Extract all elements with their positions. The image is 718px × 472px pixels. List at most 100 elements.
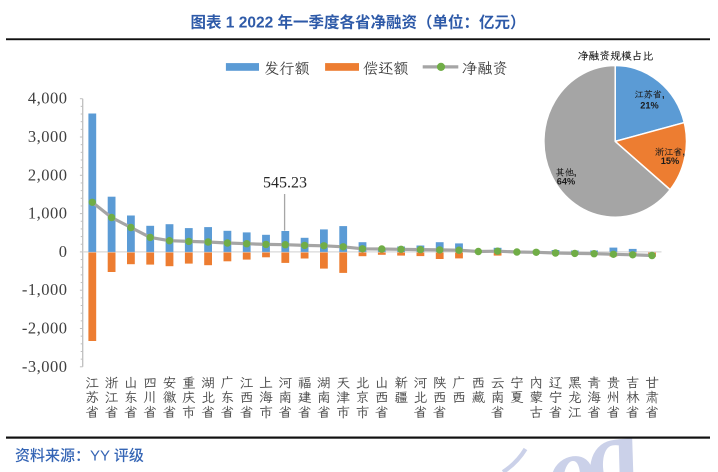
svg-text:上: 上	[259, 375, 273, 390]
svg-text:江: 江	[105, 390, 119, 405]
svg-text:省: 省	[645, 405, 659, 420]
svg-text:东: 东	[221, 390, 235, 405]
svg-text:0: 0	[59, 242, 68, 261]
svg-text:南: 南	[491, 390, 505, 405]
svg-text:市: 市	[259, 405, 273, 420]
svg-text:净融资规模占比: 净融资规模占比	[578, 51, 654, 63]
svg-text:北: 北	[414, 390, 428, 405]
svg-text:西: 西	[375, 390, 389, 405]
svg-text:重: 重	[182, 375, 196, 390]
svg-text:古: 古	[529, 405, 543, 420]
svg-text:省: 省	[124, 405, 138, 420]
svg-text:省: 省	[105, 405, 119, 420]
svg-text:省: 省	[85, 405, 99, 420]
svg-text:江: 江	[568, 405, 582, 420]
svg-text:河: 河	[278, 375, 292, 390]
svg-text:省: 省	[317, 405, 331, 420]
svg-text:徽: 徽	[163, 390, 177, 405]
svg-text:资料来源：YY 评级: 资料来源：YY 评级	[15, 448, 144, 465]
svg-text:陕: 陕	[433, 375, 447, 390]
svg-text:四: 四	[143, 375, 157, 390]
svg-text:安: 安	[163, 375, 177, 390]
svg-text:藏: 藏	[471, 390, 485, 405]
svg-text:海: 海	[259, 390, 273, 405]
svg-text:偿还额: 偿还额	[363, 61, 409, 78]
svg-text:省: 省	[221, 405, 235, 420]
svg-text:东: 东	[124, 390, 138, 405]
svg-text:-3,000: -3,000	[22, 357, 68, 376]
svg-text:甘: 甘	[645, 375, 659, 390]
svg-text:西: 西	[471, 375, 485, 390]
svg-text:省: 省	[298, 405, 312, 420]
svg-text:津: 津	[336, 390, 350, 405]
svg-text:省: 省	[240, 405, 254, 420]
svg-text:州: 州	[607, 390, 621, 405]
svg-text:京: 京	[356, 390, 370, 405]
svg-text:天: 天	[336, 375, 350, 390]
svg-text:黑: 黑	[568, 375, 582, 390]
svg-text:21%: 21%	[640, 100, 658, 110]
svg-text:海: 海	[587, 390, 601, 405]
svg-text:江苏省,: 江苏省,	[634, 90, 664, 100]
svg-text:64%: 64%	[557, 176, 575, 186]
svg-text:省: 省	[549, 405, 563, 420]
svg-text:新: 新	[394, 375, 408, 390]
svg-text:山: 山	[124, 375, 138, 390]
svg-text:浙江省,: 浙江省,	[655, 147, 685, 157]
svg-text:建: 建	[298, 390, 312, 405]
svg-text:省: 省	[491, 405, 505, 420]
svg-text:南: 南	[278, 390, 292, 405]
svg-text:江: 江	[85, 375, 99, 390]
svg-text:肃: 肃	[645, 390, 659, 405]
svg-text:545.23: 545.23	[263, 174, 307, 191]
svg-text:其他,: 其他,	[556, 167, 577, 177]
svg-text:市: 市	[356, 405, 370, 420]
svg-text:湖: 湖	[201, 375, 215, 390]
svg-text:市: 市	[182, 405, 196, 420]
svg-text:省: 省	[375, 405, 389, 420]
svg-text:广: 广	[452, 375, 466, 390]
svg-text:龙: 龙	[568, 390, 582, 405]
svg-text:省: 省	[201, 405, 215, 420]
svg-text:苏: 苏	[85, 390, 99, 405]
svg-text:蒙: 蒙	[529, 390, 543, 405]
svg-text:山: 山	[375, 375, 389, 390]
svg-text:15%: 15%	[661, 156, 679, 166]
svg-text:1,000: 1,000	[28, 204, 68, 223]
svg-text:4,000: 4,000	[28, 89, 68, 108]
svg-text:云: 云	[491, 375, 505, 390]
svg-text:净融资: 净融资	[462, 61, 508, 78]
svg-text:省: 省	[587, 405, 601, 420]
svg-text:北: 北	[201, 390, 215, 405]
svg-text:西: 西	[240, 390, 254, 405]
svg-text:湖: 湖	[317, 375, 331, 390]
svg-text:江: 江	[240, 375, 254, 390]
svg-text:发行额: 发行额	[264, 61, 310, 78]
svg-text:省: 省	[143, 405, 157, 420]
svg-text:内: 内	[529, 375, 543, 390]
svg-text:青: 青	[587, 375, 601, 390]
svg-text:南: 南	[317, 390, 331, 405]
svg-text:-1,000: -1,000	[22, 280, 68, 299]
svg-text:浙: 浙	[105, 375, 119, 390]
svg-text:宁: 宁	[549, 390, 563, 405]
svg-text:庆: 庆	[182, 390, 196, 405]
svg-text:市: 市	[336, 405, 350, 420]
svg-text:辽: 辽	[549, 375, 563, 390]
svg-text:河: 河	[414, 375, 428, 390]
svg-text:-2,000: -2,000	[22, 319, 68, 338]
svg-text:图表 1 2022 年一季度各省净融资（单位：亿元）: 图表 1 2022 年一季度各省净融资（单位：亿元）	[190, 13, 525, 32]
svg-text:省: 省	[433, 405, 447, 420]
svg-text:省: 省	[163, 405, 177, 420]
svg-text:省: 省	[607, 405, 621, 420]
svg-text:西: 西	[433, 390, 447, 405]
svg-text:福: 福	[298, 375, 312, 390]
svg-text:省: 省	[278, 405, 292, 420]
svg-text:北: 北	[356, 375, 370, 390]
svg-text:吉: 吉	[626, 375, 640, 390]
svg-text:疆: 疆	[394, 390, 408, 405]
svg-text:贵: 贵	[607, 375, 621, 390]
svg-text:川: 川	[143, 390, 157, 405]
svg-text:省: 省	[414, 405, 428, 420]
svg-text:夏: 夏	[510, 390, 524, 405]
